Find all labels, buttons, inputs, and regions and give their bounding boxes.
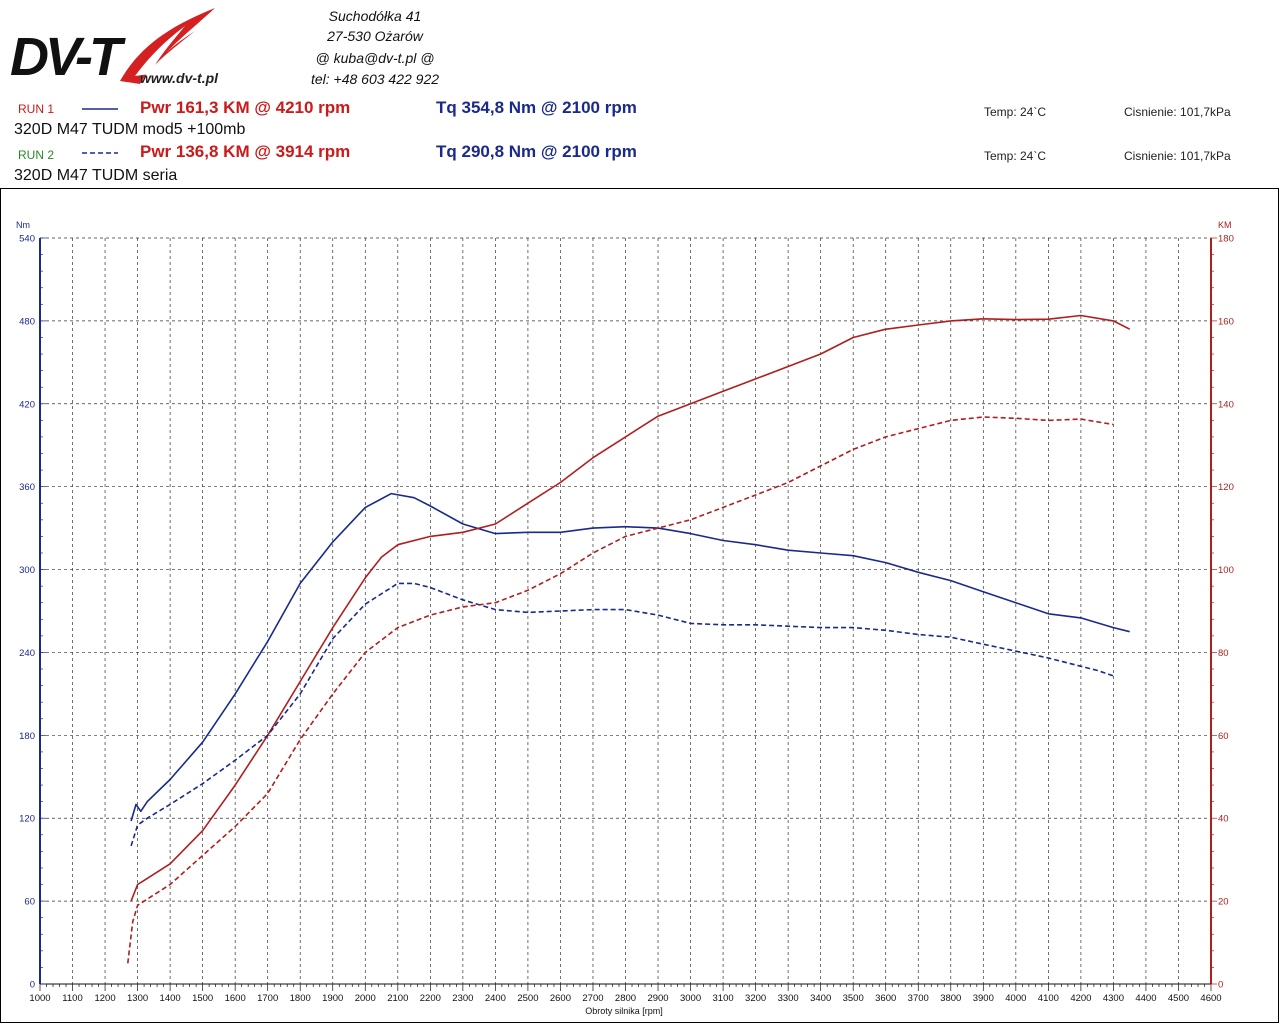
x-tick-label: 1000	[29, 993, 50, 1004]
y-tick-label-right: 60	[1218, 731, 1229, 742]
y-tick-label-right: 180	[1218, 234, 1234, 245]
x-tick-label: 4400	[1135, 993, 1156, 1004]
run-1-line-sample	[82, 108, 118, 110]
dyno-chart: 1000 1100 1200 1300 1400 1500 1600 1700 1800 1900…	[0, 188, 1279, 1023]
run-2-name: 320D M47 TUDM seria	[14, 167, 178, 184]
run-1-torque: Tq 354,8 Nm @ 2100 rpm	[436, 98, 637, 117]
x-axis-label: Obroty silnika [rpm]	[585, 1006, 663, 1016]
y-tick-label-right: 20	[1218, 897, 1229, 908]
run-1-name: 320D M47 TUDM mod5 +100mb	[14, 121, 246, 138]
y-axis-label-left: Nm	[16, 220, 30, 230]
run-2-power: Pwr 136,8 KM @ 3914 rpm	[140, 142, 351, 161]
x-tick-label: 4000	[1005, 993, 1026, 1004]
y-tick-label-left: 120	[19, 814, 35, 825]
run-1-power: Pwr 161,3 KM @ 4210 rpm	[140, 98, 351, 117]
run-2-label: RUN 2	[18, 148, 55, 162]
y-tick-label-left: 420	[19, 399, 35, 410]
x-tick-label: 3400	[810, 993, 831, 1004]
y-tick-label-right: 0	[1218, 980, 1223, 991]
chart-series	[127, 314, 1131, 964]
y-tick-label-left: 240	[19, 648, 35, 659]
run-2-line-sample	[82, 152, 118, 154]
x-tick-label: 2200	[420, 993, 441, 1004]
x-tick-label: 2600	[550, 993, 571, 1004]
x-tick-label: 4100	[1038, 993, 1059, 1004]
y-tick-label-right: 100	[1218, 565, 1234, 576]
logo-flame-icon	[120, 8, 215, 84]
x-tick-label: 3700	[908, 993, 929, 1004]
run-2-temp: Temp: 24`C	[984, 149, 1047, 163]
x-tick-label: 3100	[713, 993, 734, 1004]
run-2-power-line	[127, 416, 1114, 964]
x-tick-label: 2800	[615, 993, 636, 1004]
address-line-2: 27-530 Ożarów	[327, 28, 423, 44]
y-tick-label-right: 120	[1218, 482, 1234, 493]
y-tick-label-right: 140	[1218, 399, 1234, 410]
x-tick-label: 1100	[62, 993, 82, 1004]
x-tick-label: 1800	[290, 993, 311, 1004]
phone-text: tel: +48 603 422 922	[310, 71, 440, 87]
x-tick-label: 3900	[973, 993, 994, 1004]
logo-text: DV-T	[10, 27, 122, 87]
run-1-pressure: Cisnienie: 101,7kPa	[1124, 105, 1231, 119]
logo: DV-T www.dv-t.pl	[10, 8, 230, 96]
x-tick-label: 2300	[452, 993, 473, 1004]
run-1-torque-line	[130, 492, 1130, 822]
chart-grid	[40, 237, 1212, 984]
y-tick-label-right: 160	[1218, 316, 1234, 327]
run-1-power-line	[130, 314, 1131, 902]
y-tick-label-left: 180	[19, 731, 35, 742]
email-text: @ kuba@dv-t.pl @	[315, 50, 435, 66]
x-tick-label: 2900	[647, 993, 668, 1004]
x-tick-label: 2500	[517, 993, 538, 1004]
x-tick-label: 2000	[355, 993, 376, 1004]
x-tick-label: 1500	[192, 993, 213, 1004]
x-tick-label: 1200	[94, 993, 115, 1004]
run-2-pressure: Cisnienie: 101,7kPa	[1124, 149, 1231, 163]
x-tick-label: 2100	[387, 993, 408, 1004]
run-1-temp: Temp: 24`C	[984, 105, 1047, 119]
chart-frame	[0, 188, 1279, 1023]
x-tick-label: 1700	[257, 993, 278, 1004]
run-2-torque-line	[130, 582, 1114, 847]
chart-ticks: 1000 1100 1200 1300 1400 1500 1600 1700 1800 1900…	[19, 234, 1234, 1005]
x-tick-label: 3200	[745, 993, 766, 1004]
address-line-1: Suchodółka 41	[328, 8, 422, 24]
y-axis-label-right: KM	[1218, 220, 1232, 230]
x-tick-label: 2700	[582, 993, 603, 1004]
y-tick-label-left: 300	[19, 565, 35, 576]
x-tick-label: 4500	[1168, 993, 1189, 1004]
x-tick-label: 3800	[940, 993, 961, 1004]
x-tick-label: 4200	[1070, 993, 1091, 1004]
y-tick-label-left: 480	[19, 316, 35, 327]
y-tick-label-left: 360	[19, 482, 35, 493]
x-tick-label: 3000	[680, 993, 701, 1004]
x-tick-label: 1300	[127, 993, 148, 1004]
run-2-torque: Tq 290,8 Nm @ 2100 rpm	[436, 142, 637, 161]
x-tick-label: 3500	[843, 993, 864, 1004]
y-tick-label-left: 0	[30, 980, 35, 991]
website-text: www.dv-t.pl	[140, 70, 219, 86]
run-1-label: RUN 1	[18, 102, 55, 116]
x-tick-label: 2400	[485, 993, 506, 1004]
y-tick-label-right: 40	[1218, 814, 1229, 825]
y-tick-label-left: 540	[19, 234, 35, 245]
x-tick-label: 3600	[875, 993, 896, 1004]
y-tick-label-right: 80	[1218, 648, 1229, 659]
x-tick-label: 1900	[322, 993, 343, 1004]
x-tick-label: 1600	[225, 993, 246, 1004]
x-tick-label: 4600	[1200, 993, 1221, 1004]
x-tick-label: 3300	[778, 993, 799, 1004]
y-tick-label-left: 60	[24, 897, 35, 908]
x-tick-label: 4300	[1103, 993, 1124, 1004]
x-tick-label: 1400	[160, 993, 181, 1004]
